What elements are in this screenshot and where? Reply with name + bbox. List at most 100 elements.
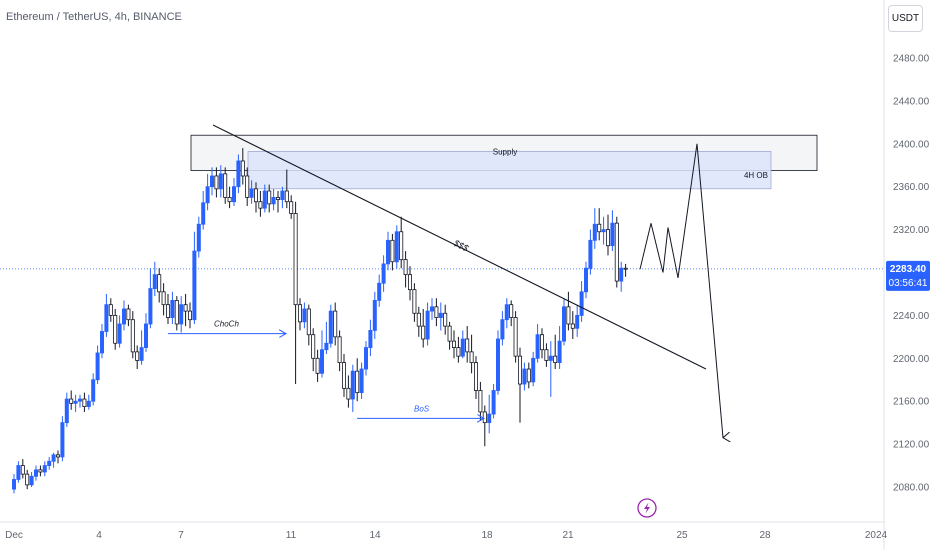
candle-body[interactable]	[51, 454, 56, 462]
candle-body[interactable]	[82, 398, 87, 407]
candle-body[interactable]	[11, 479, 16, 490]
candle-body[interactable]	[306, 308, 311, 336]
candle-body[interactable]	[385, 239, 390, 265]
candle-body[interactable]	[465, 338, 470, 353]
candle-body[interactable]	[104, 304, 109, 332]
candle-body[interactable]	[592, 223, 597, 241]
candle-body[interactable]	[157, 274, 162, 293]
candle-body[interactable]	[504, 304, 509, 321]
trendline[interactable]	[212, 124, 707, 370]
candle-body[interactable]	[531, 357, 536, 383]
candle-body[interactable]	[100, 331, 105, 354]
projection-path[interactable]	[639, 143, 723, 438]
candle-body[interactable]	[566, 306, 571, 325]
candle-body[interactable]	[275, 197, 280, 200]
candle-body[interactable]	[495, 338, 500, 391]
candle-body[interactable]	[209, 175, 214, 188]
candle-body[interactable]	[491, 390, 496, 415]
candle-body[interactable]	[562, 306, 567, 342]
candle-body[interactable]	[526, 368, 531, 383]
candle-body[interactable]	[619, 267, 624, 282]
candle-body[interactable]	[122, 308, 127, 325]
candle-body[interactable]	[535, 334, 540, 359]
candle-body[interactable]	[584, 267, 589, 293]
candle-body[interactable]	[487, 413, 492, 424]
candle-body[interactable]	[293, 213, 298, 306]
candle-body[interactable]	[139, 347, 144, 361]
candle-body[interactable]	[553, 355, 558, 363]
candle-body[interactable]	[271, 197, 276, 205]
candle-body[interactable]	[421, 325, 426, 340]
candle-body[interactable]	[25, 473, 30, 486]
candle-body[interactable]	[434, 306, 439, 318]
candle-body[interactable]	[183, 304, 188, 312]
candle-body[interactable]	[297, 304, 302, 323]
candle-body[interactable]	[161, 291, 166, 306]
candle-body[interactable]	[412, 289, 417, 314]
candle-body[interactable]	[377, 282, 382, 301]
candle-body[interactable]	[319, 349, 324, 374]
candle-body[interactable]	[390, 239, 395, 263]
candle-body[interactable]	[548, 355, 553, 361]
candle-body[interactable]	[350, 370, 355, 400]
candle-body[interactable]	[429, 306, 434, 312]
candle-body[interactable]	[522, 368, 527, 385]
candle-body[interactable]	[214, 175, 219, 190]
candle-body[interactable]	[337, 336, 342, 363]
candle-body[interactable]	[201, 202, 206, 225]
candle-body[interactable]	[187, 310, 192, 321]
candle-body[interactable]	[597, 223, 602, 233]
candle-body[interactable]	[579, 291, 584, 316]
candle-body[interactable]	[91, 379, 96, 402]
candle-body[interactable]	[20, 465, 25, 475]
candle-body[interactable]	[394, 231, 399, 263]
candle-body[interactable]	[196, 223, 201, 252]
candle-body[interactable]	[240, 160, 245, 177]
candle-body[interactable]	[368, 330, 373, 348]
candle-body[interactable]	[86, 400, 91, 407]
candle-body[interactable]	[610, 222, 615, 247]
candle-body[interactable]	[245, 175, 250, 198]
candle-body[interactable]	[601, 229, 606, 233]
candle-body[interactable]	[152, 274, 157, 289]
ob-zone[interactable]	[247, 151, 772, 190]
candle-body[interactable]	[117, 323, 122, 344]
candle-body[interactable]	[407, 274, 412, 291]
candle-body[interactable]	[192, 250, 197, 321]
candle-body[interactable]	[126, 308, 131, 321]
candle-body[interactable]	[64, 398, 69, 424]
candle-body[interactable]	[509, 304, 514, 318]
candle-body[interactable]	[575, 314, 580, 329]
candle-body[interactable]	[540, 334, 545, 351]
candle-body[interactable]	[513, 317, 518, 357]
candle-body[interactable]	[69, 398, 74, 404]
candle-body[interactable]	[289, 201, 294, 214]
candle-body[interactable]	[473, 362, 478, 391]
candle-body[interactable]	[179, 304, 184, 325]
candle-body[interactable]	[478, 390, 483, 413]
candle-body[interactable]	[469, 351, 474, 363]
candle-body[interactable]	[346, 387, 351, 400]
candle-body[interactable]	[143, 323, 148, 348]
candle-body[interactable]	[280, 190, 285, 200]
candle-body[interactable]	[518, 355, 523, 385]
candle-body[interactable]	[570, 323, 575, 329]
candle-body[interactable]	[451, 340, 456, 348]
candle-body[interactable]	[324, 342, 329, 351]
candle-body[interactable]	[482, 411, 487, 424]
candle-body[interactable]	[170, 299, 175, 318]
candle-body[interactable]	[302, 308, 307, 323]
candle-body[interactable]	[500, 319, 505, 340]
candle-body[interactable]	[315, 357, 320, 374]
candle-body[interactable]	[253, 188, 258, 203]
candle-body[interactable]	[130, 319, 135, 353]
candle-body[interactable]	[355, 370, 360, 394]
candle-body[interactable]	[231, 186, 236, 203]
candle-body[interactable]	[16, 465, 21, 480]
candle-body[interactable]	[258, 201, 263, 209]
candle-body[interactable]	[284, 190, 289, 203]
candle-body[interactable]	[73, 400, 78, 404]
candle-body[interactable]	[403, 259, 408, 276]
candle-body[interactable]	[425, 310, 430, 340]
